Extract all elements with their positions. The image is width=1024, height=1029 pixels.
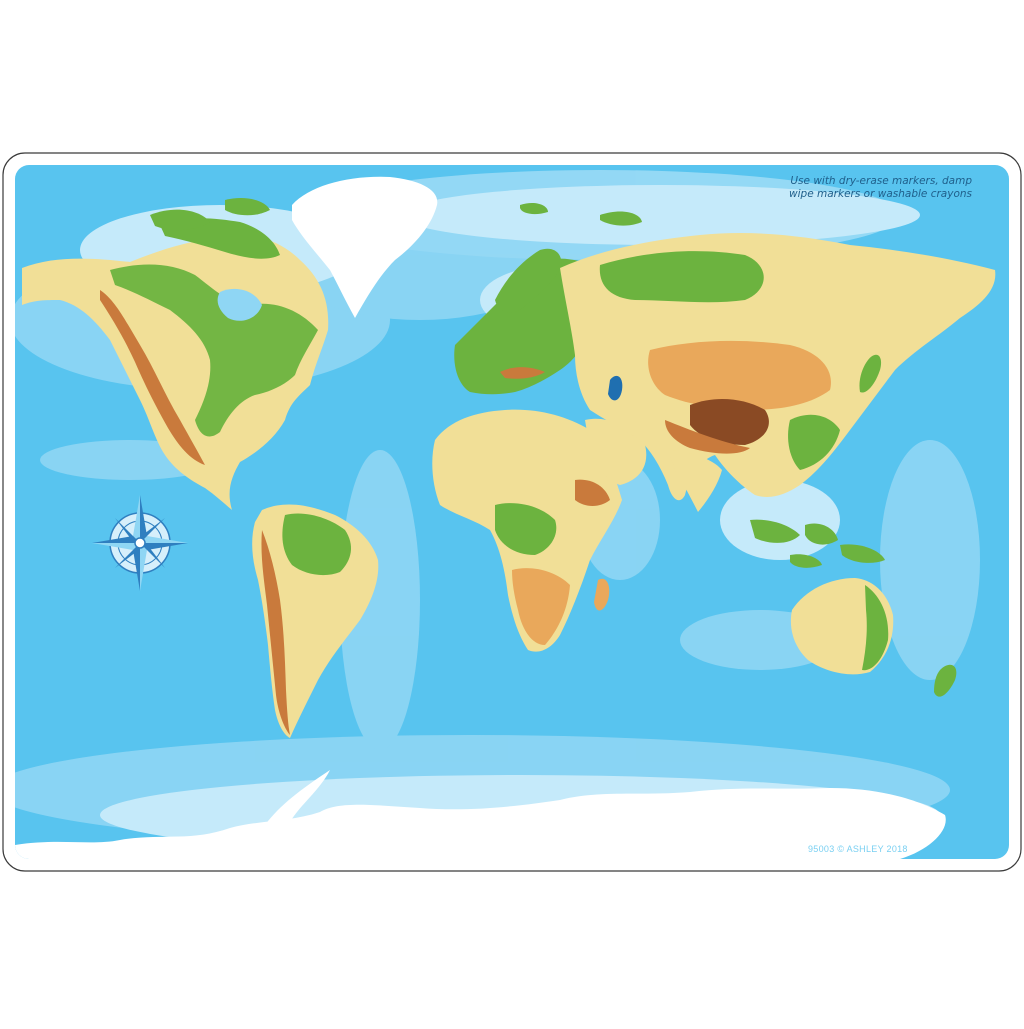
- amazon-basin: [282, 513, 352, 576]
- maritime-southeast-asia: [750, 519, 885, 568]
- na-lowlands: [110, 264, 318, 437]
- hudson-bay: [217, 288, 262, 321]
- usage-notice: Use with dry-erase markers, damp wipe ma…: [789, 175, 972, 201]
- antarctic-peninsula: [265, 770, 330, 825]
- east-asia-lowlands: [788, 414, 840, 470]
- caspian-sea: [608, 375, 623, 401]
- scandinavia: [495, 248, 562, 313]
- antarctica: [15, 788, 946, 859]
- ethiopian-highlands: [575, 479, 610, 506]
- alps: [500, 367, 545, 379]
- japan: [859, 354, 882, 393]
- madagascar: [594, 578, 610, 611]
- andes: [261, 530, 290, 735]
- siberia-lowlands: [599, 251, 764, 303]
- arctic-islands: [150, 198, 642, 231]
- arabian-peninsula: [585, 418, 647, 485]
- indian-subcontinent: [668, 450, 722, 512]
- usage-notice-line-1: Use with dry-erase markers, damp: [790, 175, 972, 187]
- southern-africa-highlands: [512, 568, 570, 645]
- usage-notice-line-2: wipe markers or washable crayons: [789, 188, 972, 200]
- congo-basin: [495, 503, 557, 555]
- compass-rose-icon: [92, 495, 188, 591]
- central-asia-mountains: [648, 340, 831, 410]
- himalaya: [665, 420, 750, 454]
- greenland: [292, 176, 438, 318]
- new-zealand: [934, 664, 957, 697]
- na-rockies: [100, 290, 205, 465]
- tibetan-plateau: [690, 398, 769, 445]
- great-dividing-range: [862, 585, 889, 671]
- copyright-label: 95003 © ASHLEY 2018: [808, 844, 908, 854]
